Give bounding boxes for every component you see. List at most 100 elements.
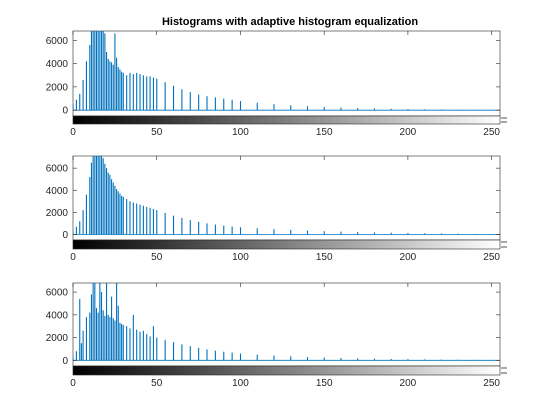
histogram-bar [111,62,112,110]
histogram-bar [190,220,191,234]
histogram-bar [96,156,97,234]
histogram-bar [93,283,94,360]
histogram-bar [324,358,325,361]
histogram-bar [181,344,182,360]
histogram-bar [273,229,274,234]
histogram-bar [83,80,84,110]
histogram-bar [86,317,87,360]
histogram-bar [104,33,105,110]
y-tick-label: 6000 [46,288,69,299]
histogram-bar [198,348,199,361]
histogram-bar [273,356,274,361]
x-tick-label: 150 [316,252,333,263]
histogram-bar [223,226,224,235]
histogram-bar [324,231,325,234]
histogram-bar [119,194,120,235]
histogram-bar [79,221,80,234]
histogram-bar [73,104,74,110]
grayscale-colorbar [73,240,500,249]
histogram-bar [126,199,127,234]
histogram-bar [156,210,157,234]
histogram-bar [257,103,258,110]
histogram-bar [83,210,84,234]
histogram-bar [89,313,90,361]
x-tick-label: 150 [316,127,333,138]
y-tick-label: 6000 [46,164,69,175]
histogram-bar [103,310,104,360]
histogram-bar [307,230,308,234]
histogram-bar [118,67,119,110]
y-tick-label: 0 [62,230,68,241]
histogram-bar [101,31,102,110]
histogram-bar [215,225,216,235]
y-tick-label: 4000 [46,310,69,321]
histogram-bar [143,75,144,110]
x-tick-label: 50 [151,378,163,389]
histogram-bar [121,196,122,235]
histogram-bar [129,201,130,234]
histogram-bar [215,97,216,110]
histogram-bar [290,230,291,235]
histogram-bar [118,306,119,361]
histogram-bar [106,168,107,234]
histogram-panel-3: 02000400060000 50 100 150 200 250 [46,283,507,389]
histogram-bar [94,156,95,234]
x-tick-label: 0 [70,378,76,389]
histogram-bar [121,72,122,110]
x-tick-label: 200 [400,252,417,263]
histogram-bar [198,222,199,235]
x-tick-label: 0 [70,127,76,138]
histogram-bar [290,105,291,110]
histogram-bar [99,31,100,110]
histogram-bar [153,78,154,111]
histogram-bar [114,321,115,361]
histogram-bar [173,86,174,110]
histogram-bar [206,223,207,234]
histogram-bar [153,326,154,360]
y-tick-label: 4000 [46,59,69,70]
histogram-bar [93,31,94,110]
histogram-bar [290,356,291,360]
histogram-bar [111,179,112,234]
histogram-bar [91,163,92,235]
grayscale-colorbar [73,366,500,375]
histogram-bar [143,331,144,361]
histogram-bar [240,101,241,110]
histogram-bar [165,213,166,235]
histogram-bar [113,183,114,235]
histogram-bar [116,58,117,110]
x-tick-label: 150 [316,378,333,389]
histogram-bar [91,31,92,110]
histogram-bar [119,323,120,361]
x-tick-label: 200 [400,127,417,138]
histogram-bar [307,106,308,110]
x-tick-label: 50 [151,127,163,138]
x-tick-label: 0 [70,252,76,263]
histogram-bar [96,308,97,360]
histogram-bar [104,164,105,235]
histogram-bar [93,156,94,234]
histogram-bar [139,74,140,110]
histogram-bar [96,31,97,110]
y-tick-label: 0 [62,356,68,367]
histogram-bar [146,334,147,360]
x-tick-label: 50 [151,252,163,263]
histogram-bar [257,228,258,234]
y-tick-label: 0 [62,106,68,117]
histogram-bar [101,292,102,360]
histogram-bar [121,324,122,360]
histogram-bar [165,340,166,360]
histogram-bar [173,216,174,235]
histogram-bar [156,338,157,361]
histogram-bar [108,173,109,235]
x-tick-label: 100 [232,252,249,263]
histogram-bar [118,191,119,234]
histogram-bar [232,227,233,235]
histogram-bar [103,158,104,234]
histogram-bar [73,231,74,234]
histogram-panel-2: 02000400060000 50 100 150 200 250 [46,156,507,263]
histogram-bar [113,318,114,360]
histogram-bar [139,205,140,235]
histogram-bar [133,202,134,234]
